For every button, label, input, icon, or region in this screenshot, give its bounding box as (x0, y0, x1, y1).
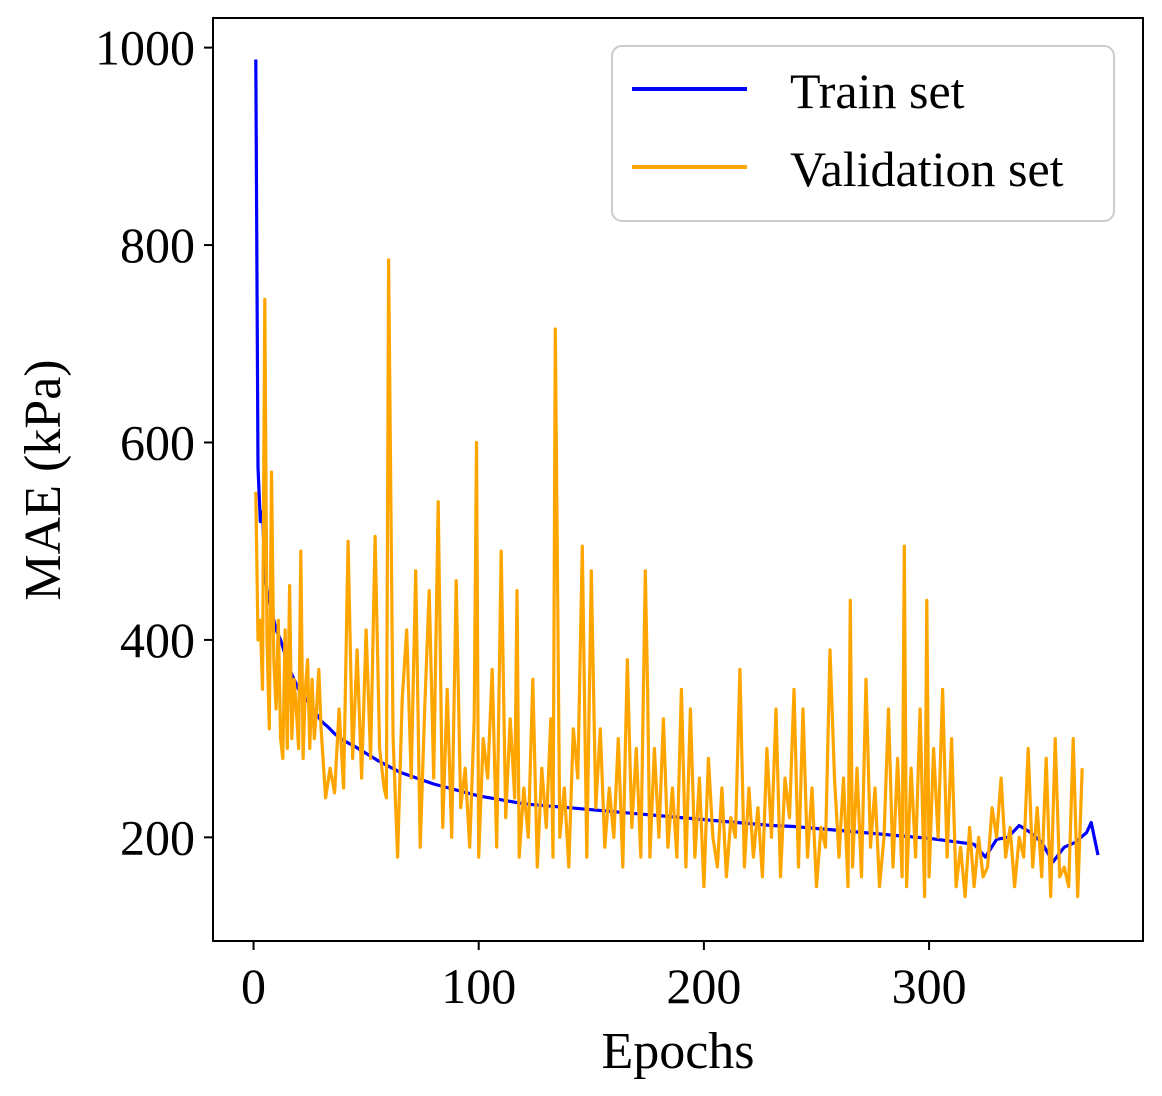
legend-label-validation-set: Validation set (790, 141, 1064, 197)
x-axis-label: Epochs (601, 1023, 754, 1080)
legend-label-train-set: Train set (790, 63, 965, 119)
y-axis-label: MAE (kPa) (15, 359, 72, 600)
plot-area (212, 17, 1144, 942)
x-tick-label: 0 (241, 958, 266, 1014)
y-tick-label: 400 (120, 612, 195, 668)
y-tick-label: 1000 (95, 20, 195, 76)
x-tick-label: 100 (441, 958, 516, 1014)
x-tick-label: 300 (892, 958, 967, 1014)
series-line-validation-set (254, 258, 1084, 899)
x-tick-label: 200 (666, 958, 741, 1014)
y-tick-label: 800 (120, 217, 195, 273)
legend: Train set Validation set (611, 45, 1115, 222)
x-axis-ticks: 0 100 200 300 (241, 941, 967, 1014)
series-layer (254, 59, 1100, 899)
y-tick-label: 200 (120, 809, 195, 865)
y-tick-label: 600 (120, 414, 195, 470)
y-axis-ticks: 200 400 600 800 1000 (95, 20, 213, 865)
